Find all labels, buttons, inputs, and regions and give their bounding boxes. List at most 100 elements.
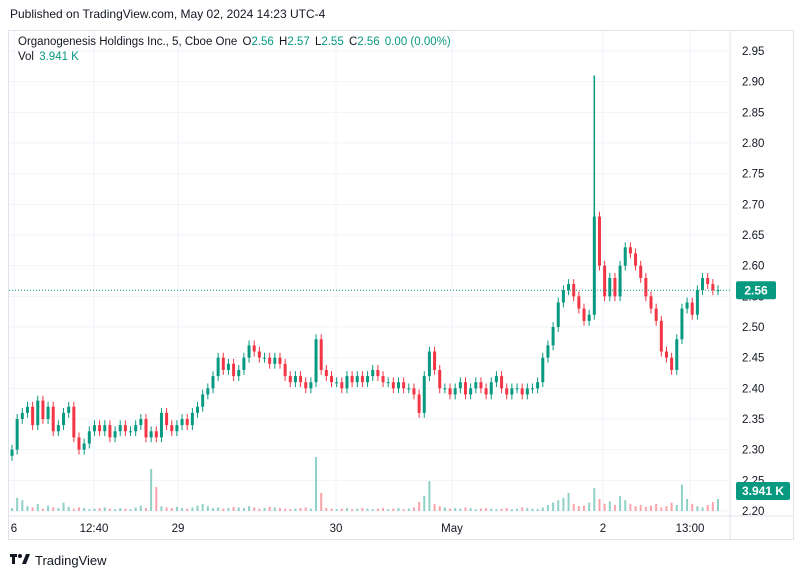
- volume-bar: [495, 509, 498, 511]
- candle-body: [448, 388, 452, 395]
- candle-body: [422, 376, 426, 413]
- candle-body: [340, 382, 344, 389]
- volume-bar: [330, 508, 333, 511]
- candle-body: [180, 419, 184, 426]
- candle-body: [226, 363, 230, 370]
- volume-bar: [392, 508, 395, 511]
- y-tick-label: 2.95: [742, 46, 764, 58]
- candle-body: [123, 425, 127, 432]
- candle-body: [273, 357, 277, 364]
- candle-body: [479, 382, 483, 389]
- volume-bar: [505, 508, 508, 511]
- volume-bar: [242, 508, 245, 511]
- candle-body: [51, 406, 55, 432]
- volume-bar: [26, 506, 29, 511]
- volume-bar: [268, 506, 271, 511]
- volume-bar: [567, 493, 570, 511]
- y-tick-label: 2.20: [742, 506, 764, 518]
- y-tick-label: 2.60: [742, 261, 764, 273]
- open-label: O: [242, 36, 252, 48]
- volume-bar: [129, 509, 132, 511]
- footer-brand[interactable]: TradingView: [10, 552, 107, 568]
- volume-bar: [263, 508, 266, 511]
- volume-bar: [304, 507, 307, 511]
- candle-body: [263, 357, 267, 359]
- candle-body: [72, 406, 76, 438]
- candle-body: [268, 357, 272, 364]
- candle-body: [484, 388, 488, 395]
- volume-bar: [583, 505, 586, 511]
- candle-body: [659, 320, 663, 352]
- candle-body: [82, 443, 86, 450]
- candle-body: [427, 351, 431, 377]
- candle-body: [159, 412, 163, 438]
- candle-body: [41, 400, 45, 419]
- candle-body: [366, 376, 370, 383]
- candle-body: [103, 425, 107, 432]
- volume-bar: [340, 508, 343, 511]
- low-label: L: [314, 36, 322, 48]
- volume-bar: [258, 508, 261, 511]
- candle-body: [469, 388, 473, 395]
- volume-bar: [485, 508, 488, 511]
- candle-body: [170, 425, 174, 432]
- volume-bar: [278, 508, 281, 511]
- candle-body: [345, 376, 349, 389]
- candle-body: [211, 376, 215, 389]
- candle-body: [639, 265, 643, 278]
- candle-body: [87, 431, 91, 444]
- y-tick-label: 2.45: [742, 353, 764, 365]
- x-tick-label: 2: [600, 523, 606, 535]
- volume-bar: [536, 509, 539, 511]
- candle-body: [98, 425, 102, 432]
- volume-bar: [660, 507, 663, 511]
- volume-bar: [552, 502, 555, 511]
- volume-bar: [603, 503, 606, 511]
- volume-bar: [521, 507, 524, 511]
- volume-bar: [52, 507, 55, 511]
- candle-body: [304, 382, 308, 389]
- volume-bar: [299, 508, 302, 511]
- symbol-title: Organogenesis Holdings Inc., 5, Cboe One: [18, 36, 238, 48]
- candle-body: [113, 431, 117, 438]
- low-value: 2.55: [321, 36, 344, 48]
- volume-bar: [613, 505, 616, 511]
- candle-body: [309, 382, 313, 389]
- volume-bar: [325, 508, 328, 511]
- published-header: Published on TradingView.com, May 02, 20…: [10, 7, 326, 21]
- candle-body: [463, 382, 467, 395]
- volume-bar: [717, 499, 719, 511]
- candle-body: [62, 412, 66, 426]
- candle-body: [664, 351, 668, 358]
- volume-bar: [315, 457, 318, 511]
- volume-bar: [114, 509, 117, 511]
- volume-bar: [634, 506, 637, 511]
- candle-body: [144, 419, 148, 438]
- candle-body: [654, 308, 658, 321]
- candle-body: [474, 382, 478, 389]
- volume-bar: [650, 505, 653, 511]
- volume-bar: [77, 507, 80, 511]
- volume-bar: [639, 505, 642, 511]
- volume-bar: [237, 507, 240, 511]
- volume-bar: [335, 509, 338, 511]
- volume-bar: [227, 508, 230, 511]
- candle-body: [20, 412, 24, 419]
- candle-body: [567, 284, 571, 291]
- candle-body: [278, 357, 282, 364]
- volume-bar: [47, 505, 50, 511]
- volume-bar: [150, 469, 153, 511]
- y-tick-label: 2.85: [742, 107, 764, 119]
- volume-bar: [160, 506, 163, 511]
- candle-body: [221, 357, 225, 370]
- volume-bar: [500, 508, 503, 511]
- volume-bar: [196, 505, 199, 511]
- candle-body: [77, 437, 81, 450]
- volume-bar: [479, 508, 482, 511]
- candle-body: [695, 290, 699, 315]
- candle-body: [505, 388, 509, 395]
- candle-body: [154, 431, 158, 438]
- candle-body: [623, 247, 627, 266]
- volume-bar: [433, 503, 436, 511]
